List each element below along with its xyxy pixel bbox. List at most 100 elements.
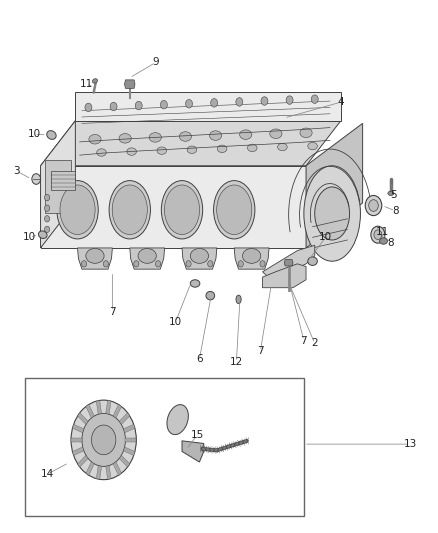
Circle shape [135,101,142,110]
Text: 11: 11 [375,227,389,237]
Ellipse shape [164,185,200,235]
Polygon shape [113,405,121,418]
Ellipse shape [89,134,101,144]
Ellipse shape [112,185,147,235]
Ellipse shape [300,128,312,138]
Polygon shape [96,466,102,479]
Polygon shape [106,400,111,414]
Ellipse shape [365,196,382,216]
Polygon shape [124,447,135,456]
Text: 7: 7 [257,346,264,357]
Ellipse shape [47,131,56,139]
Circle shape [134,261,139,267]
Ellipse shape [304,166,360,261]
Text: 7: 7 [300,336,307,346]
Ellipse shape [315,187,350,240]
Circle shape [211,99,218,107]
Polygon shape [86,405,94,418]
Circle shape [71,400,136,480]
Ellipse shape [380,238,388,244]
Ellipse shape [97,149,106,156]
Ellipse shape [190,248,208,263]
Ellipse shape [206,292,215,300]
Circle shape [82,414,125,466]
Text: 4: 4 [338,97,344,107]
Circle shape [186,100,192,108]
Circle shape [208,261,213,267]
Ellipse shape [149,133,161,142]
Ellipse shape [187,146,197,154]
Polygon shape [78,455,88,467]
Circle shape [85,103,92,112]
Polygon shape [78,413,88,424]
Polygon shape [130,248,165,269]
Text: 13: 13 [404,439,417,449]
Ellipse shape [39,231,47,238]
Text: 2: 2 [311,338,318,349]
Ellipse shape [308,257,318,265]
Polygon shape [262,245,315,280]
Ellipse shape [109,181,150,239]
Circle shape [45,205,49,212]
Polygon shape [284,260,293,266]
Polygon shape [106,466,111,479]
Polygon shape [41,120,75,248]
Ellipse shape [240,130,252,140]
Polygon shape [182,441,204,462]
Circle shape [45,226,49,232]
Polygon shape [113,462,121,475]
Polygon shape [125,438,136,442]
Polygon shape [71,438,82,442]
Ellipse shape [119,134,131,143]
Polygon shape [51,171,75,190]
Polygon shape [96,400,102,414]
Circle shape [186,261,191,267]
Polygon shape [119,455,130,467]
Polygon shape [78,248,113,269]
Circle shape [236,98,243,106]
Text: 8: 8 [388,238,394,248]
Polygon shape [182,248,217,269]
Text: 14: 14 [40,470,54,479]
Ellipse shape [127,148,136,155]
Ellipse shape [161,181,203,239]
Polygon shape [306,123,363,248]
Ellipse shape [60,185,95,235]
Ellipse shape [209,131,222,140]
Text: 11: 11 [80,78,93,88]
Polygon shape [41,166,306,248]
Polygon shape [72,424,84,433]
Circle shape [261,97,268,105]
Circle shape [110,102,117,111]
Text: 5: 5 [390,190,396,200]
Circle shape [311,95,318,103]
Polygon shape [262,264,306,288]
Circle shape [45,195,49,201]
Ellipse shape [374,230,382,239]
Text: 10: 10 [169,317,182,327]
Polygon shape [124,80,135,88]
Circle shape [155,261,161,267]
Ellipse shape [157,147,166,155]
Circle shape [45,216,49,222]
Polygon shape [75,92,341,120]
Text: 8: 8 [392,206,399,216]
Polygon shape [234,248,269,269]
Circle shape [238,261,244,267]
Ellipse shape [92,79,98,83]
Ellipse shape [369,200,378,212]
Polygon shape [86,462,94,475]
Text: 9: 9 [152,58,159,67]
Circle shape [260,261,265,267]
Ellipse shape [214,181,255,239]
Circle shape [286,96,293,104]
Ellipse shape [247,144,257,151]
Ellipse shape [179,132,191,141]
Text: 6: 6 [196,354,203,364]
Text: 3: 3 [13,166,20,176]
Ellipse shape [388,191,394,196]
Polygon shape [72,447,84,456]
Circle shape [160,100,167,109]
Ellipse shape [217,145,227,152]
Ellipse shape [86,248,104,263]
